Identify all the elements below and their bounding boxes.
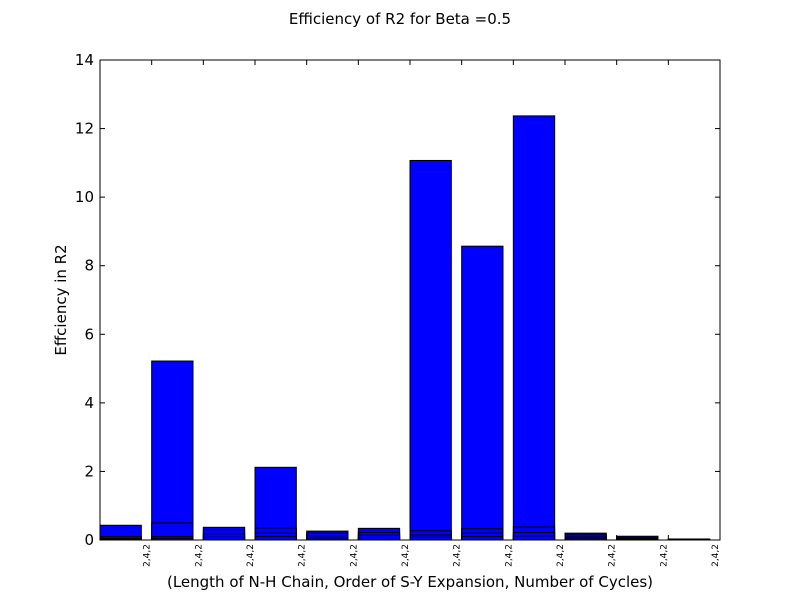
y-axis-label: Effciency in R2 [52,244,70,355]
bar-s3-7 [461,536,504,541]
y-tick-label-6: 12 [75,120,94,138]
bar-s0-6 [409,159,452,541]
x-tick-label-3: 2,4,2 [298,544,308,567]
bar-s3-8 [512,535,556,541]
bars-group [99,115,711,541]
x-tick-label-6: 2,4,2 [453,544,463,567]
x-ticks-group: 2,4,2 2,4,2 2,4,2 2,4,2 2,4,2 2,4,2 2,4,2 2,4,2… [143,60,721,567]
x-axis-label: (Length of N-H Chain, Order of S-Y Expan… [167,573,653,591]
y-tick-label-2: 4 [84,394,94,412]
x-tick-label-7: 2,4,2 [504,544,514,567]
x-tick-label-5: 2,4,2 [401,544,411,567]
x-tick-label-0: 2,4,2 [143,544,153,567]
x-tick-label-4: 2,4,2 [349,544,359,567]
x-tick-label-8: 2,4,2 [556,544,566,567]
y-tick-label-4: 8 [84,257,94,275]
x-tick-label-9: 2,4,2 [608,544,618,567]
y-tick-label-7: 14 [75,51,94,69]
x-tick-label-10: 2,4,2 [659,544,669,567]
y-tick-label-3: 6 [84,325,94,343]
x-tick-label-11: 2,4,2 [711,544,721,567]
chart-title: Efficiency of R2 for Beta =0.5 [289,10,511,28]
y-tick-label-0: 0 [84,531,94,549]
y-tick-label-5: 10 [75,188,94,206]
y-ticks-group: 0 2 4 6 8 10 12 14 [75,51,720,549]
bar-s3-3 [254,536,297,541]
plot-frame [99,59,721,541]
x-tick-label-2: 2,4,2 [246,544,256,567]
bar-s0-1 [151,360,194,541]
x-tick-label-1: 2,4,2 [194,544,204,567]
y-tick-label-1: 2 [84,462,94,480]
bar-s0-7 [461,245,504,541]
bar-s0-8 [512,115,556,541]
